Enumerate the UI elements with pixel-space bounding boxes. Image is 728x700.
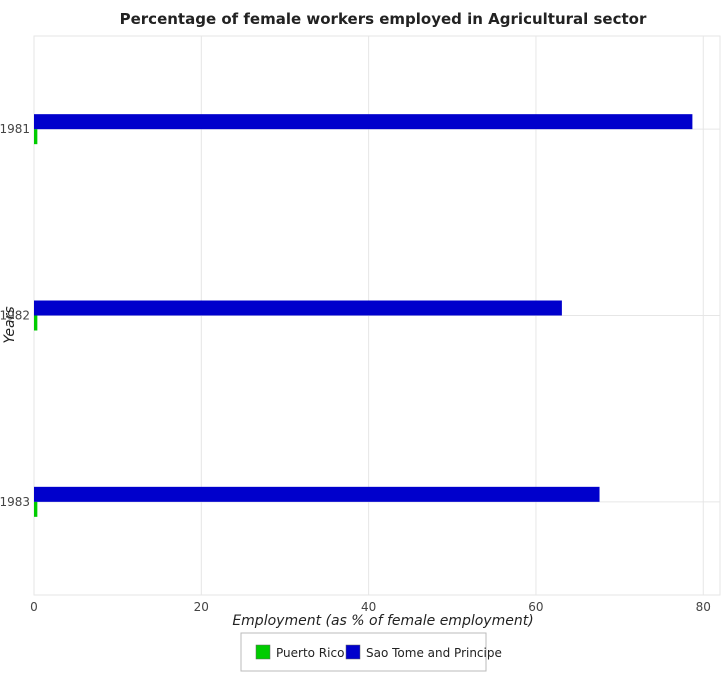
bars <box>34 114 693 517</box>
legend-box <box>240 632 487 672</box>
y-axis-label: Years <box>2 306 18 343</box>
y-axis-ticks: 1981 1982 1983 <box>0 122 30 509</box>
bar-sao-tome-and-principe-1983 <box>34 486 600 502</box>
x-tick-label: 20 <box>194 600 209 614</box>
x-tick-label: 80 <box>696 600 711 614</box>
x-tick-label: 0 <box>30 600 38 614</box>
legend: Puerto Rico Sao Tome and Principe <box>240 632 502 672</box>
y-tick-label: 1983 <box>0 495 30 509</box>
x-axis-ticks: 0 20 40 60 80 <box>30 600 711 614</box>
x-axis-label: Employment (as % of female employment) <box>232 613 533 629</box>
legend-label: Sao Tome and Principe <box>366 646 502 660</box>
legend-swatch <box>255 644 271 660</box>
bar-puerto-rico-1981 <box>34 129 38 145</box>
legend-label: Puerto Rico <box>276 646 344 660</box>
x-tick-label: 40 <box>361 600 376 614</box>
chart-title: Percentage of female workers employed in… <box>120 10 647 28</box>
bar-sao-tome-and-principe-1981 <box>34 114 693 130</box>
x-tick-label: 60 <box>528 600 543 614</box>
bar-sao-tome-and-principe-1982 <box>34 300 562 316</box>
y-tick-label: 1981 <box>0 122 30 136</box>
legend-swatch <box>345 644 361 660</box>
bar-puerto-rico-1982 <box>34 315 38 331</box>
y-tick-label: 1982 <box>0 309 30 323</box>
bar-puerto-rico-1983 <box>34 501 38 517</box>
